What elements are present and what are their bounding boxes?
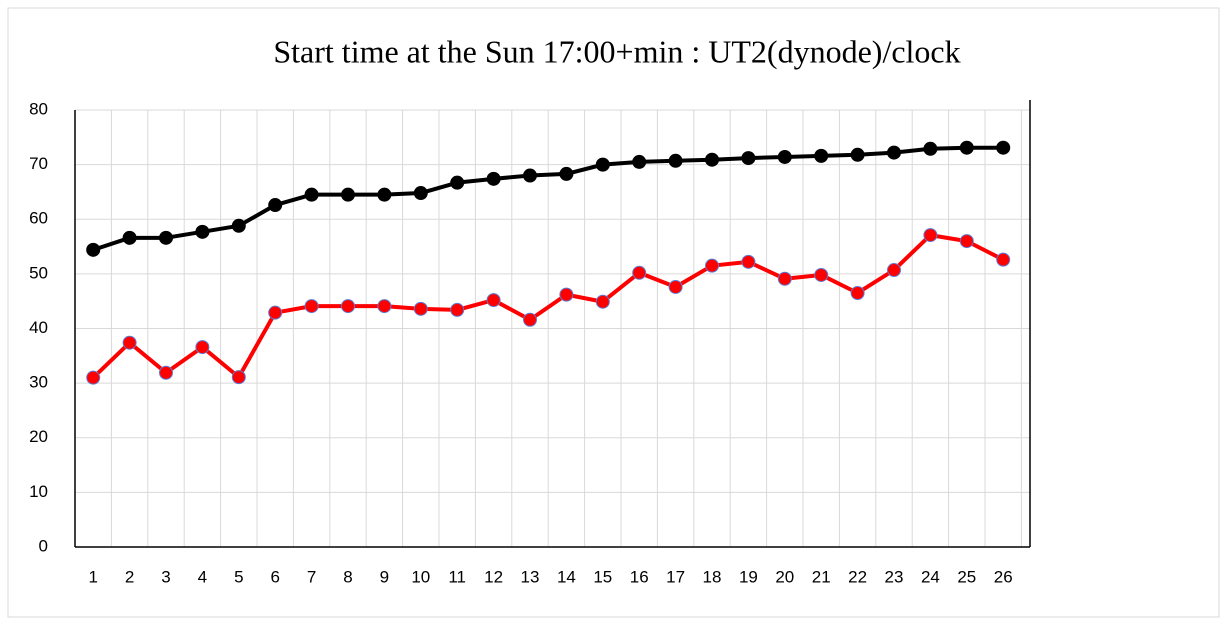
data-point [668,279,683,294]
data-point [304,187,319,202]
data-point [705,258,719,273]
data-point [777,149,792,164]
chart-title: Start time at the Sun 17:00+min : UT2(dy… [273,33,960,69]
y-tick-label: 10 [29,482,48,501]
data-point [632,265,647,280]
data-point [705,152,719,167]
x-tick-label: 22 [848,567,867,586]
data-point [413,186,428,201]
data-point [923,228,938,243]
data-point [268,198,283,213]
data-point [486,293,501,308]
data-point [959,234,974,249]
x-tick-label: 5 [234,567,243,586]
x-tick-label: 8 [343,567,352,586]
data-point [195,224,210,239]
data-point [996,252,1011,267]
data-point [595,157,610,172]
x-tick-label: 12 [484,567,503,586]
data-point [741,151,756,166]
y-tick-label: 0 [39,536,48,555]
data-point [377,299,392,314]
y-tick-label: 80 [29,99,48,118]
x-tick-label: 3 [161,567,170,586]
data-point [159,365,173,380]
data-point [814,148,829,163]
data-point [559,166,574,181]
x-tick-label: 4 [198,567,207,586]
data-point [341,187,355,202]
y-tick-label: 20 [29,427,48,446]
x-tick-label: 14 [557,567,576,586]
data-point [923,141,938,156]
data-point [159,230,173,245]
data-point [231,370,246,385]
data-point [268,305,283,320]
x-tick-label: 23 [885,567,904,586]
x-tick-label: 19 [739,567,758,586]
data-point [850,285,865,300]
x-tick-label: 11 [448,567,466,586]
data-point [231,218,246,233]
y-tick-label: 30 [29,373,48,392]
data-point [850,147,865,162]
data-point [668,153,683,168]
chart-frame [7,7,1220,618]
y-tick-label: 70 [29,154,48,173]
x-tick-label: 16 [630,567,649,586]
y-tick-label: 50 [29,263,48,282]
x-tick-label: 18 [703,567,722,586]
data-point [122,230,137,245]
data-point [887,145,901,160]
data-point [777,271,792,286]
data-point [486,171,501,186]
data-point [887,263,901,278]
data-point [996,140,1011,155]
data-point [86,242,101,257]
data-point [595,294,610,309]
y-tick-label: 40 [29,318,48,337]
data-point [413,301,428,316]
x-tick-label: 13 [521,567,540,586]
data-point [523,312,537,327]
data-point [304,299,319,314]
x-tick-label: 25 [957,567,976,586]
x-tick-label: 2 [125,567,134,586]
data-point [959,140,974,155]
data-point [523,168,537,183]
x-tick-label: 26 [994,567,1013,586]
data-point [341,299,355,314]
data-point [122,335,137,350]
data-point [450,302,465,317]
x-tick-label: 1 [88,567,97,586]
x-tick-label: 9 [380,567,389,586]
x-tick-label: 21 [812,567,831,586]
x-tick-label: 17 [666,567,685,586]
data-point [559,287,574,302]
y-tick-label: 60 [29,209,48,228]
data-point [450,175,465,190]
x-tick-label: 24 [921,567,940,586]
x-tick-label: 6 [270,567,279,586]
data-point [195,340,210,355]
x-tick-label: 15 [593,567,612,586]
data-point [814,267,829,282]
x-tick-label: 7 [307,567,316,586]
data-point [86,370,101,385]
data-point [741,254,756,269]
data-point [377,187,392,202]
x-tick-label: 10 [411,567,430,586]
x-tick-label: 20 [775,567,794,586]
data-point [632,154,647,169]
